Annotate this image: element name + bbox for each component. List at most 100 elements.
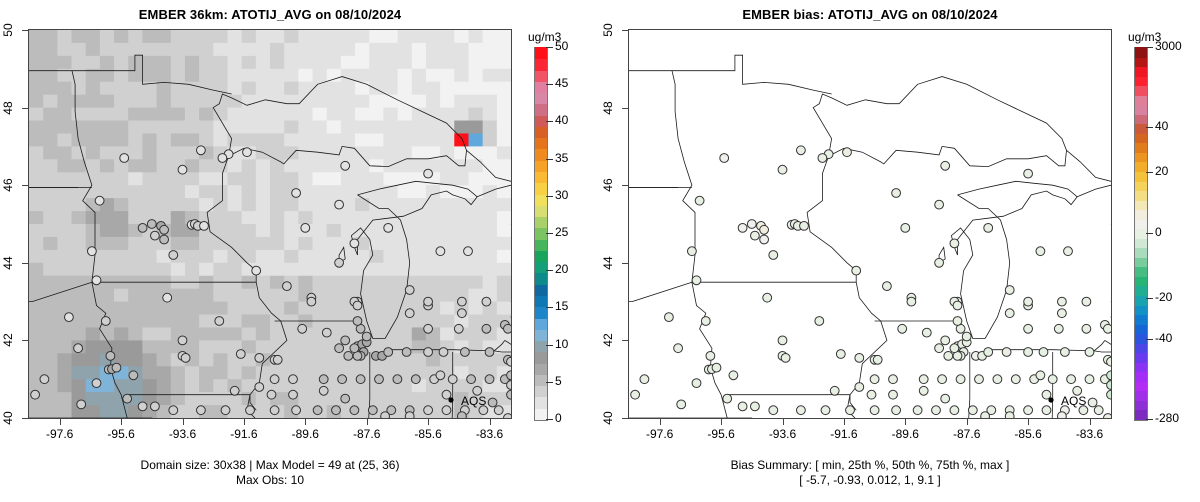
x-axis-tick [366,419,368,425]
colorbar-segment [535,81,547,94]
x-axis-tick [243,419,245,425]
colorbar-segment [1135,142,1147,153]
colorbar-segment [1135,56,1147,68]
colorbar-segment [1135,381,1147,392]
y-axis-label: 46 [601,178,615,192]
map-canvas-bias: AQS [629,54,1111,418]
aqs-legend-marker: AQS [448,394,486,408]
colorbar-segment [1135,276,1147,287]
monitor-sites [30,145,511,418]
x-axis-tick [659,419,661,425]
y-axis-tick [622,262,628,264]
colorbar-segment [1135,333,1147,344]
colorbar-segment [535,92,547,105]
colorbar-segment [535,374,547,387]
x-axis-tick [966,419,968,425]
y-axis-tick [622,107,628,109]
colorbar-tick-label: 10 [555,336,569,351]
colorbar-tick-label: -20 [1155,290,1173,305]
map-outlines [629,54,1111,418]
x-axis-tick [182,419,184,425]
colorbar-segment [1135,285,1147,296]
colorbar-tick [546,307,553,309]
colorbar-segment [1135,362,1147,373]
aqs-legend-marker: AQS [1048,394,1086,408]
y-axis-label: 40 [1,411,15,425]
y-axis-label: 42 [1,333,15,348]
colorbar-segment [1135,171,1147,182]
svg-text:AQS: AQS [461,394,486,408]
y-axis-label: 44 [1,256,15,270]
y-axis-tick [22,418,28,419]
colorbar-segment [1135,219,1147,230]
map-canvas-model: AQS [29,30,511,418]
x-axis-label: -93.6 [768,427,797,441]
colorbar-segment [535,239,547,251]
colorbar-tick [546,195,553,197]
y-axis-label: 48 [601,100,615,115]
panel-model: EMBER 36km: ATOTIJ_AVG on 08/10/2024 AQS… [1,7,569,487]
colorbar-segment [1135,409,1147,420]
colorbar-segment [535,148,547,161]
colorbar-segment [535,103,547,116]
x-axis-label: -85.6 [414,427,442,441]
x-axis-label: -87.6 [953,427,981,441]
x-axis-label: -85.6 [1014,427,1042,441]
colorbar-segment [1135,343,1147,354]
colorbar-segment [1135,123,1147,134]
colorbar-tick-label: 0 [555,411,562,425]
colorbar-segment [535,126,547,139]
caption-line-1: Bias Summary: [ min, 25th %, 50th %, 75t… [730,458,1010,472]
x-axis-label: -91.6 [230,427,258,441]
x-axis-label: -83.6 [475,427,504,441]
colorbar-segment [535,295,547,308]
colorbar-segment [1135,209,1147,220]
colorbar-tick [1146,126,1153,128]
colorbar-segment [535,363,547,375]
colorbar-gradient [1134,47,1148,421]
colorbar-tick-label: 50 [555,39,569,53]
colorbar-segment [535,261,547,274]
colorbar-unit-label: ug/m3 [528,30,562,44]
colorbar-segment [535,216,547,229]
panel-title: EMBER bias: ATOTIJ_AVG on 08/10/2024 [742,7,998,22]
map-plot-area-bias[interactable]: AQS [628,29,1112,419]
colorbar-segment [1135,266,1147,277]
map-plot-area-model[interactable]: AQS [28,29,512,419]
colorbar-tick [546,121,553,123]
x-axis-tick [843,419,845,425]
x-axis-label: -95.6 [707,427,735,441]
y-axis-label: 50 [1,23,15,37]
colorbar-segment [1135,304,1147,316]
model-raster [29,30,511,418]
x-axis-tick [1028,419,1030,425]
x-axis-tick [782,419,784,425]
colorbar-segment [1135,314,1147,325]
colorbar-segment [1135,152,1147,163]
x-axis-label: -91.6 [830,427,858,441]
x-axis-tick [59,419,61,425]
colorbar-tick [546,158,553,160]
y-axis-label: 48 [1,100,15,115]
colorbar-tick-label: -40 [1155,331,1173,346]
y-axis-tick [22,107,28,109]
colorbar-tick [546,47,553,48]
colorbar-tick-label: 20 [1155,163,1169,178]
colorbar-tick-label: 30 [555,187,569,202]
x-axis-label: -97.6 [46,427,74,441]
x-axis-tick [121,419,123,425]
colorbar-segment [1135,133,1147,144]
x-axis-label: -87.6 [353,427,381,441]
y-axis-label: 42 [601,333,615,348]
x-axis-tick [1089,419,1091,425]
monitor-sites [630,145,1111,418]
colorbar-tick-label: 20 [555,262,569,277]
colorbar-unit-label: ug/m3 [1128,30,1162,44]
colorbar-tick [546,381,553,383]
colorbar-segment [1135,247,1147,258]
colorbar-segment [1135,238,1147,249]
colorbar-tick [546,84,553,86]
colorbar-tick [546,344,553,346]
colorbar-segment [1135,104,1147,115]
colorbar-tick [1146,171,1153,173]
